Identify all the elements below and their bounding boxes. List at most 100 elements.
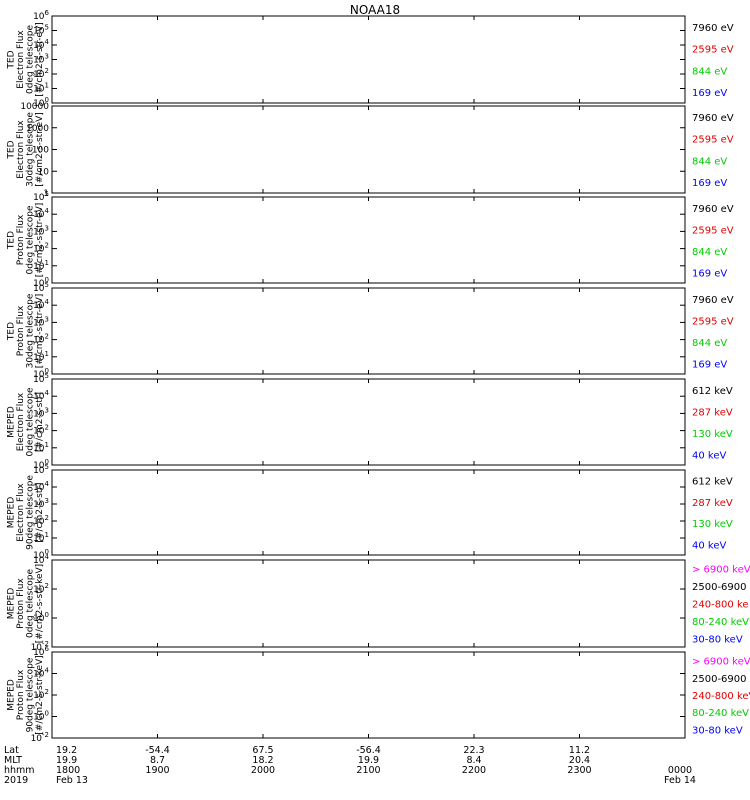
y-axis-label-line: TED: [7, 231, 17, 250]
footer-row-label: MLT: [4, 755, 22, 766]
y-axis-label-line: Proton Flux: [16, 214, 26, 265]
legend-entry: 169 eV: [692, 88, 727, 99]
footer-row-label: Lat: [4, 745, 19, 756]
panel-frame: [51, 287, 686, 375]
footer-cell: 2200: [462, 765, 486, 776]
footer-cell: 2300: [567, 765, 591, 776]
footer-cell: 19.2: [56, 745, 77, 756]
footer-cell: 11.2: [569, 745, 590, 756]
y-tick-label: 10000: [20, 102, 49, 112]
y-tick-label: 1000: [26, 124, 49, 134]
legend-entry: 130 keV: [692, 429, 733, 440]
y-axis-label-line: TED: [7, 140, 17, 159]
legend-entry: > 6900 keV: [692, 657, 750, 668]
y-axis-label-line: 30deg telescope: [26, 112, 36, 187]
panel-frame: [51, 651, 686, 739]
footer-cell: 22.3: [463, 745, 484, 756]
panel-frame: [51, 196, 686, 284]
chart-panel: 1 10 100 1000 10000 TED Electron Flux 30deg tel…: [7, 102, 734, 199]
y-tick-label: 106: [33, 9, 49, 22]
legend-entry: 80-240 keV: [692, 708, 749, 719]
y-axis-label-line: [#/cm2-s-str-eV]: [35, 294, 45, 369]
y-axis-label-line: 0deg telescope: [26, 205, 36, 275]
y-axis-label-line: Proton Flux: [16, 578, 26, 629]
panel-frame: [51, 559, 686, 648]
footer-cell: 67.5: [252, 745, 273, 756]
y-axis-label-line: MEPED: [7, 588, 17, 620]
footer-end-date: Feb 14: [664, 775, 696, 786]
legend-entry: 2500-6900: [692, 582, 747, 593]
footer-cell: 1900: [145, 765, 169, 776]
y-axis-label-line: 90deg telescope: [26, 475, 36, 550]
legend-entry: 7960 eV: [692, 295, 734, 306]
legend-entry: 30-80 keV: [692, 725, 743, 736]
panel-frame: [51, 378, 686, 466]
y-axis-label-line: [#/cm2-s-str-eV]: [35, 203, 45, 278]
y-axis-label-line: [#/cm2-s-str-eV]: [35, 22, 45, 97]
footer-cell: Feb 13: [56, 775, 88, 786]
y-axis-label-line: TED: [7, 322, 17, 341]
legend-entry: 7960 eV: [692, 204, 734, 215]
footer-cell: 19.9: [56, 755, 77, 766]
legend-entry: 130 keV: [692, 519, 733, 530]
legend-entry: 240-800 ke: [692, 600, 749, 611]
legend-entry: 40 keV: [692, 450, 726, 461]
figure-title: NOAA18: [350, 3, 400, 17]
y-axis-label-line: Electron Flux: [16, 483, 26, 542]
legend-entry: 7960 eV: [692, 113, 734, 124]
legend-entry: 612 keV: [692, 477, 733, 488]
y-axis-label-line: [#/cm2-s-str-eV]: [35, 112, 45, 187]
legend-entry: 2500-6900: [692, 674, 747, 685]
legend-entry: 169 eV: [692, 359, 727, 370]
y-axis-label-line: MEPED: [7, 679, 17, 711]
legend-entry: 7960 eV: [692, 23, 734, 34]
y-tick-label: 1: [43, 189, 49, 199]
legend-entry: 844 eV: [692, 66, 727, 77]
y-axis-label-line: Proton Flux: [16, 669, 26, 720]
footer-cell: 8.4: [466, 755, 481, 766]
y-axis-label-line: [#/cm2-s-str-keV]: [35, 655, 45, 734]
panel-frame: [51, 15, 686, 104]
panel-frame: [51, 469, 686, 556]
y-axis-label-line: [#/cm2-s-str]: [35, 482, 45, 542]
footer-cell: 8.7: [150, 755, 165, 766]
footer-row-label: 2019: [4, 775, 28, 786]
footer-cell: 20.4: [569, 755, 590, 766]
y-axis-label-line: Electron Flux: [16, 30, 26, 89]
y-tick-label: 10: [38, 167, 50, 177]
legend-entry: 844 eV: [692, 156, 727, 167]
y-axis-label-line: 0deg telescope: [26, 25, 36, 95]
footer-row-label: hhmm: [4, 765, 35, 776]
footer-cell: 1800: [56, 765, 80, 776]
footer-end-hhmm: 0000: [668, 765, 692, 776]
legend-entry: 169 eV: [692, 178, 727, 189]
panel-frame: [51, 105, 686, 194]
legend-entry: 169 eV: [692, 268, 727, 279]
footer-cell: -54.4: [145, 745, 170, 756]
legend-entry: 844 eV: [692, 338, 727, 349]
y-axis-label-line: Proton Flux: [16, 305, 26, 356]
y-axis-label-line: 0deg telescope: [26, 387, 36, 457]
y-axis-label-line: TED: [7, 50, 17, 69]
legend-entry: 2595 eV: [692, 135, 734, 146]
y-axis-label-line: 90deg telescope: [26, 657, 36, 732]
y-axis-label-line: Electron Flux: [16, 120, 26, 179]
footer-cell: 2100: [356, 765, 380, 776]
footer-cell: 18.2: [252, 755, 273, 766]
legend-entry: 40 keV: [692, 540, 726, 551]
y-axis-label-line: MEPED: [7, 497, 17, 529]
y-axis-label-line: 0deg telescope: [26, 569, 36, 639]
y-axis-label-line: [#/cm2-s-str]: [35, 392, 45, 452]
legend-entry: 2595 eV: [692, 316, 734, 327]
legend-entry: 844 eV: [692, 247, 727, 258]
legend-entry: 80-240 keV: [692, 617, 749, 628]
y-axis-label-line: Electron Flux: [16, 392, 26, 451]
